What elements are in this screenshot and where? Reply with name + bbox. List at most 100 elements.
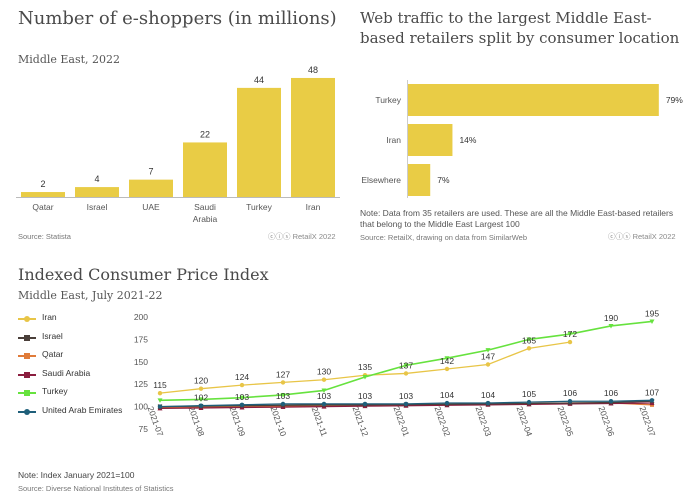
x-tick-label: 2021-11 xyxy=(310,406,330,438)
data-label-united-arab-emirates: 103 xyxy=(358,391,372,401)
point-united-arab-emirates xyxy=(157,404,163,409)
bar-value-label: 22 xyxy=(200,129,210,139)
point-saudi-arabia xyxy=(280,404,286,410)
point-turkey xyxy=(198,397,204,402)
legend-label: Israel xyxy=(42,330,63,341)
data-label-iran: 120 xyxy=(194,376,208,386)
bar-uae xyxy=(129,179,173,197)
data-label-united-arab-emirates: 106 xyxy=(604,388,618,398)
x-tick-label: 2022-03 xyxy=(473,405,493,438)
point-turkey xyxy=(485,348,491,353)
point-turkey xyxy=(239,395,245,401)
cc-license-icon: ⓒⓘⓢ xyxy=(608,232,633,241)
y-tick-label: 75 xyxy=(139,424,149,434)
legend-marker xyxy=(24,334,30,341)
e-shoppers-title: Number of e-shoppers (in millions) xyxy=(18,8,337,29)
legend-label: Turkey xyxy=(42,386,68,396)
point-iran xyxy=(403,371,409,376)
bar-turkey xyxy=(408,84,659,116)
bar-value-label: 4 xyxy=(94,174,99,184)
series-turkey xyxy=(157,319,655,403)
data-label-turkey: 195 xyxy=(645,308,659,318)
cpi-legend: Iran Israel Qatar Saudi Arabia Turkey United … xyxy=(0,312,140,422)
point-united-arab-emirates xyxy=(526,399,532,405)
data-label-united-arab-emirates: 107 xyxy=(645,387,659,397)
legend-label: Saudi Arabia xyxy=(42,367,91,378)
bar-value-label: 14% xyxy=(459,135,476,145)
bar-qatar xyxy=(21,192,65,197)
cpi-source: Source: Diverse National Institutes of S… xyxy=(18,484,174,493)
category-label: Turkey xyxy=(375,95,401,105)
data-label-iran: 147 xyxy=(481,351,495,361)
x-tick-label: 2021-08 xyxy=(186,405,206,438)
category-label: Qatar xyxy=(32,202,53,212)
x-tick-label: 2022-06 xyxy=(596,405,616,438)
x-tick-label: 2021-10 xyxy=(268,405,288,438)
bar-iran xyxy=(291,77,335,197)
data-label-iran: 127 xyxy=(276,369,290,379)
point-united-arab-emirates xyxy=(485,400,491,406)
data-label-united-arab-emirates: 103 xyxy=(317,391,331,401)
point-united-arab-emirates xyxy=(198,403,204,408)
data-label-united-arab-emirates: 104 xyxy=(481,390,495,400)
y-tick-label: 150 xyxy=(134,357,148,367)
x-tick-label: 2021-12 xyxy=(350,405,370,438)
data-label-iran: 135 xyxy=(358,362,372,372)
bar-value-label: 48 xyxy=(308,65,318,75)
point-iran xyxy=(157,390,163,396)
y-tick-label: 125 xyxy=(134,379,148,389)
legend-marker xyxy=(24,316,30,322)
cc-license-icon: ⓒⓘⓢ xyxy=(268,232,293,241)
point-iran xyxy=(239,382,245,388)
point-turkey xyxy=(362,375,368,380)
e-shoppers-subtitle: Middle East, 2022 xyxy=(18,53,121,66)
data-label-iran: 130 xyxy=(317,367,331,377)
x-tick-label: 2022-02 xyxy=(432,405,452,438)
bar-value-label: 2 xyxy=(40,179,45,189)
x-tick-label: 2022-01 xyxy=(391,405,411,438)
web-traffic-title: Web traffic to the largest Middle East-b… xyxy=(360,9,680,47)
point-iran xyxy=(280,380,286,385)
point-iran xyxy=(526,346,532,351)
point-turkey xyxy=(649,319,655,324)
web-traffic-bar-chart: Turkey 79% Iran 14% Elsewhere 7% xyxy=(361,80,683,198)
point-united-arab-emirates xyxy=(321,401,327,407)
x-tick-label: 2021-09 xyxy=(227,405,247,438)
point-turkey xyxy=(157,398,163,403)
bar-value-label: 7 xyxy=(148,167,153,177)
web-traffic-source: Source: RetailX, drawing on data from Si… xyxy=(360,233,528,242)
legend-marker xyxy=(24,390,30,396)
cpi-subtitle: Middle East, July 2021-22 xyxy=(18,289,163,302)
y-tick-label: 175 xyxy=(134,334,148,344)
bar-iran xyxy=(408,124,453,156)
point-iran xyxy=(321,377,327,382)
x-tick-label: 2022-07 xyxy=(637,405,657,438)
series-united-arab-emirates xyxy=(157,398,655,409)
cpi-note: Note: Index January 2021=100 xyxy=(18,470,135,480)
legend-marker xyxy=(24,353,30,359)
point-iran xyxy=(485,362,491,367)
e-shoppers-source: Source: Statista xyxy=(18,232,71,241)
point-saudi-arabia xyxy=(239,404,245,410)
point-turkey xyxy=(403,363,409,368)
e-shoppers-bar-chart: 2 Qatar 4 Israel 7 UAE 22 Saudi Arabia 44 Turkey 48… xyxy=(16,65,340,224)
point-united-arab-emirates xyxy=(403,401,409,407)
cpi-line-chart: 75 100 125 150 175 200 2021-07 2021-08 2021-09 20… xyxy=(134,308,660,438)
data-label-iran: 137 xyxy=(399,360,413,370)
data-label-iran: 172 xyxy=(563,329,577,339)
category-label: Turkey xyxy=(246,202,272,212)
point-united-arab-emirates xyxy=(444,400,450,406)
y-tick-label: 100 xyxy=(134,402,148,412)
e-shoppers-footer-brand: RetailX 2022 xyxy=(292,232,336,241)
point-iran xyxy=(198,386,204,391)
point-turkey xyxy=(567,332,573,337)
bar-value-label: 7% xyxy=(437,175,450,185)
category-label: Elsewhere xyxy=(361,175,401,185)
category-label: Saudi xyxy=(194,202,216,212)
data-label-united-arab-emirates: 106 xyxy=(563,388,577,398)
point-saudi-arabia xyxy=(321,404,327,409)
legend-marker xyxy=(24,371,30,378)
y-tick-label: 200 xyxy=(134,312,148,322)
point-united-arab-emirates xyxy=(280,401,286,407)
point-turkey xyxy=(321,388,327,393)
